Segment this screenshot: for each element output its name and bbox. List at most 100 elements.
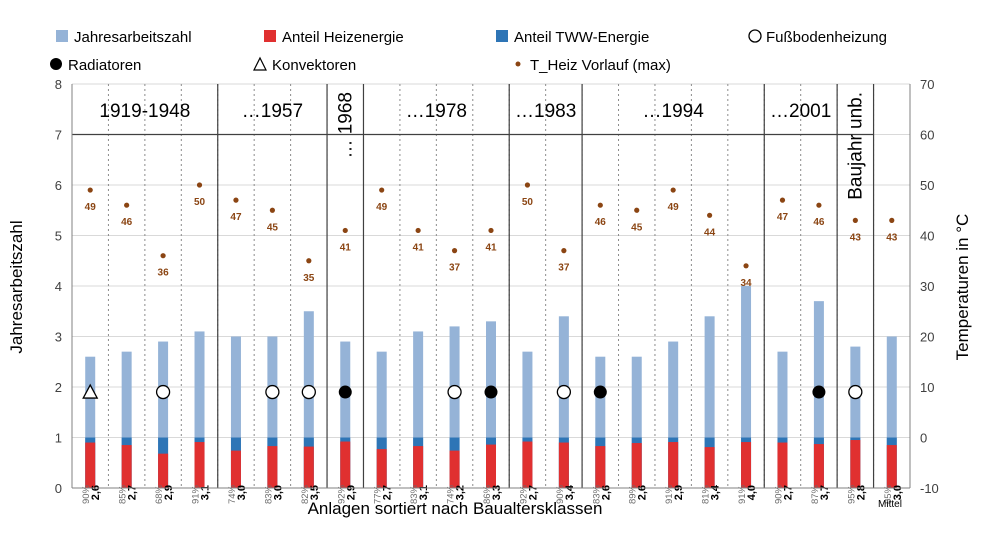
jaz-value-label: 3,3 xyxy=(491,485,503,500)
jaz-bar xyxy=(340,341,351,488)
y2-tick-label: 60 xyxy=(920,128,934,143)
heiz-percent-label: 85% xyxy=(118,484,129,504)
y-tick-label: 0 xyxy=(55,481,62,496)
jaz-value-label: 2,6 xyxy=(600,485,612,500)
jaz-bar xyxy=(595,356,606,488)
jaz-value-label: 2,8 xyxy=(855,485,867,500)
temp-legend-icon xyxy=(515,61,521,67)
temp-label: 37 xyxy=(558,263,570,274)
legend-label: Anteil TWW-Energie xyxy=(514,29,649,46)
temp-label: 46 xyxy=(595,217,607,228)
heiz-bar xyxy=(558,442,569,488)
jaz-value-label: 3,7 xyxy=(819,485,831,500)
y2-tick-label: 30 xyxy=(920,279,934,294)
jaz-bar xyxy=(522,351,533,488)
y2-tick-label: 50 xyxy=(920,178,934,193)
jaz-bar xyxy=(886,336,897,488)
jaz-value-label: 3,1 xyxy=(200,485,212,500)
heiz-percent-label: 95% xyxy=(846,484,857,504)
jaz-bar xyxy=(158,341,169,488)
heiz-percent-label: 77% xyxy=(373,484,384,504)
legend-swatch xyxy=(496,30,508,42)
heiz-percent-label: 90% xyxy=(81,484,92,504)
floor-heating-marker xyxy=(301,384,316,400)
jaz-bar xyxy=(230,336,241,488)
jaz-value-label: 2,7 xyxy=(127,485,139,500)
jaz-bar xyxy=(194,331,205,488)
temp-point xyxy=(415,227,421,234)
temp-point xyxy=(488,227,494,234)
floor-heating-marker xyxy=(447,384,462,400)
legend-swatch xyxy=(264,30,276,42)
jaz-value-label: 3,5 xyxy=(309,485,321,500)
temp-label: 49 xyxy=(376,202,388,213)
x-axis-title: Anlagen sortiert nach Baualtersklassen xyxy=(308,499,603,518)
y-tick-label: 8 xyxy=(55,77,62,92)
temp-label: 47 xyxy=(777,212,789,223)
y2-axis-title: Temperaturen in °C xyxy=(953,214,972,361)
jaz-value-label: 3,0 xyxy=(236,485,248,500)
temp-point xyxy=(87,187,93,193)
y-tick-label: 3 xyxy=(55,330,62,345)
temp-point xyxy=(889,217,895,223)
era-label: …2001 xyxy=(770,101,831,122)
heiz-percent-label: 74% xyxy=(227,484,238,504)
heiz-bar xyxy=(777,442,788,488)
radiator-legend-icon xyxy=(50,58,62,70)
convector-marker xyxy=(82,383,99,399)
floor-heating-legend-icon xyxy=(748,29,762,43)
temp-label: 45 xyxy=(631,222,643,233)
y2-tick-label: 20 xyxy=(920,330,934,345)
era-label: …1978 xyxy=(406,101,467,122)
heiz-percent-label: 83% xyxy=(409,484,420,504)
jaz-value-label: 3,0 xyxy=(892,485,904,500)
y-axis-title: Jahresarbeitszahl xyxy=(7,220,26,353)
heiz-bar xyxy=(194,442,205,488)
heiz-percent-label: 82% xyxy=(300,484,311,504)
jaz-value-label: 2,6 xyxy=(637,485,649,500)
heiz-percent-label: 92% xyxy=(518,484,529,504)
legend-swatch xyxy=(56,30,68,42)
temp-point xyxy=(670,187,676,193)
y2-tick-label: 70 xyxy=(920,77,934,92)
heiz-bar xyxy=(668,442,679,488)
temp-label: 50 xyxy=(522,197,534,208)
temp-label: 43 xyxy=(886,232,898,243)
jaz-value-label: 2,9 xyxy=(673,485,685,500)
temp-label: 37 xyxy=(449,263,461,274)
jaz-value-label: 2,7 xyxy=(382,485,394,500)
temp-label: 43 xyxy=(850,232,862,243)
heiz-percent-label: 90% xyxy=(555,484,566,504)
radiator-marker xyxy=(593,385,607,399)
jaz-bar xyxy=(704,316,715,488)
jaz-bar xyxy=(777,351,788,488)
temp-point xyxy=(269,207,275,213)
jaz-bar xyxy=(741,286,752,488)
y2-tick-label: 0 xyxy=(920,431,927,446)
y2-tick-label: -10 xyxy=(920,481,939,496)
labels: 1919-1948 …1957 … 1968 …1978 …1983 …1994 …2001… xyxy=(81,92,904,504)
jaz-value-label: 2,9 xyxy=(345,485,357,500)
heiz-percent-label: 86% xyxy=(482,484,493,504)
legend-label: Jahresarbeitszahl xyxy=(74,29,192,46)
heiz-percent-label: 87% xyxy=(810,484,821,504)
temp-label: 35 xyxy=(303,273,315,284)
temp-point xyxy=(124,202,130,208)
jaz-bar xyxy=(486,321,496,488)
y-tick-label: 2 xyxy=(55,380,62,395)
jaz-value-label: 2,6 xyxy=(90,485,102,500)
radiator-marker xyxy=(484,385,498,399)
jaz-value-label: 3,1 xyxy=(418,485,430,500)
y-tick-label: 1 xyxy=(55,431,62,446)
temp-label: 49 xyxy=(668,202,680,213)
temp-point xyxy=(779,197,786,203)
jaz-bar xyxy=(85,356,96,488)
jaz-bar xyxy=(558,316,569,488)
heiz-percent-label: 68% xyxy=(154,484,165,504)
temp-point xyxy=(306,258,312,264)
heiz-percent-label: 83% xyxy=(591,484,602,504)
floor-heating-marker xyxy=(265,384,280,400)
temp-label: 44 xyxy=(704,227,716,238)
y2-tick-label: 40 xyxy=(920,229,934,244)
